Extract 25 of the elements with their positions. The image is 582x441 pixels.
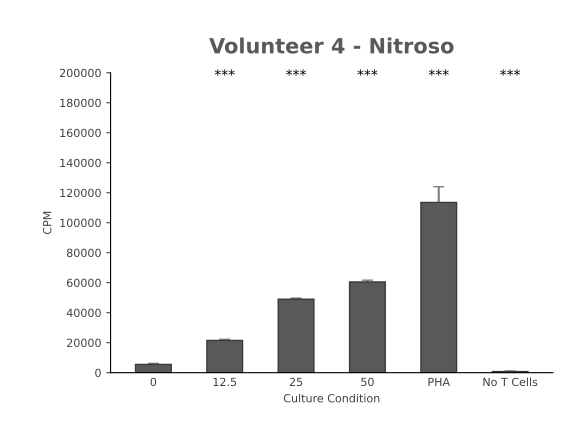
x-tick-label: 12.5: [214, 378, 236, 386]
y-axis-title: CPM: [43, 212, 52, 234]
x-axis-title: Culture Condition: [284, 394, 380, 402]
y-tick-label: 180000: [60, 98, 101, 108]
y-tick-label: 200000: [60, 68, 101, 78]
annotation: ***: [286, 69, 306, 76]
x-tick-label: PHA: [428, 378, 450, 386]
y-tick-label: 160000: [60, 128, 101, 138]
x-tick-label: 50: [361, 378, 374, 386]
y-tick-label: 120000: [60, 188, 101, 198]
x-tick-label: No T Cells: [483, 378, 538, 386]
y-tick-label: 80000: [66, 248, 101, 258]
chart-title: Volunteer 4 - Nitroso: [209, 37, 454, 54]
y-tick-label: 140000: [60, 158, 101, 168]
x-tick-label: 0: [150, 378, 156, 386]
x-tick-label: 25: [290, 378, 302, 386]
y-tick-label: 0: [95, 368, 101, 378]
annotation: ***: [357, 69, 378, 76]
annotation: ***: [214, 69, 235, 76]
annotation: ***: [428, 69, 449, 76]
y-tick-label: 100000: [60, 218, 101, 228]
y-tick-label: 20000: [67, 338, 101, 348]
y-tick-label: 40000: [66, 308, 101, 318]
y-tick-label: 60000: [66, 278, 101, 288]
annotation: ***: [500, 69, 520, 76]
